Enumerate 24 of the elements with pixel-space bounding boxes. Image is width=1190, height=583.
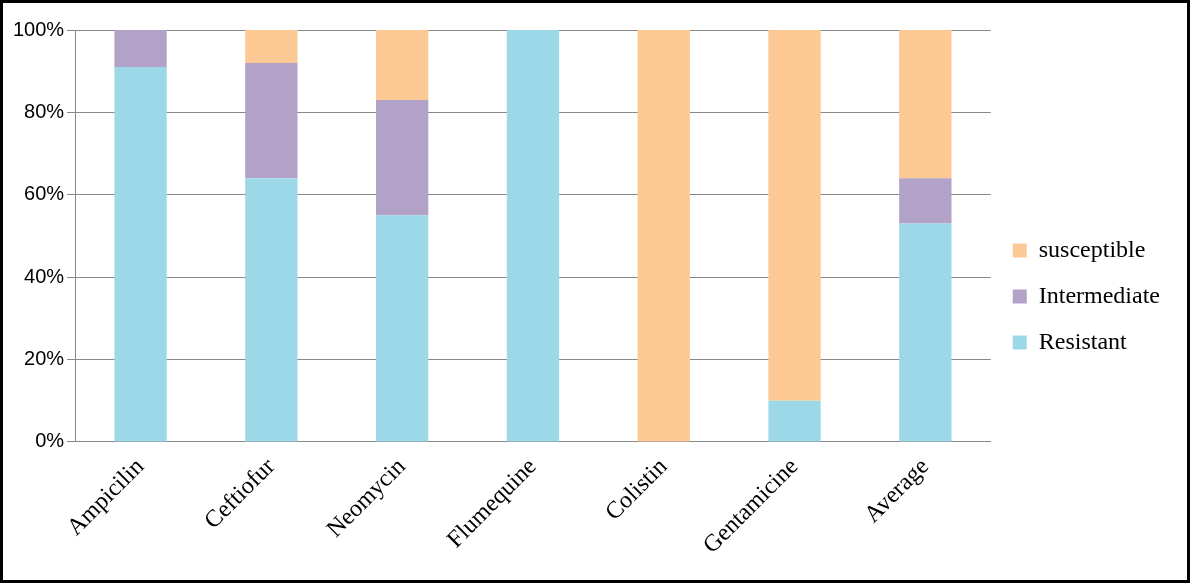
legend-label: susceptible (1038, 235, 1146, 262)
bar (375, 215, 429, 442)
y-tick-label: 40% (24, 264, 65, 287)
bar (114, 30, 167, 68)
legend-label: Resistant (1038, 327, 1128, 354)
bar (245, 62, 298, 179)
bar (899, 178, 952, 224)
bar (375, 30, 429, 101)
y-tick-label: 80% (24, 99, 65, 122)
y-tick-label: 100% (13, 17, 65, 40)
y-tick-label: 20% (24, 347, 65, 370)
bar (637, 30, 690, 442)
legend-label: Intermediate (1038, 281, 1160, 308)
bar (899, 223, 952, 442)
bar (245, 178, 298, 442)
bar (768, 400, 821, 442)
bar (375, 100, 429, 216)
bar (245, 30, 298, 63)
y-tick-label: 0% (35, 429, 65, 452)
y-tick-label: 60% (24, 182, 65, 205)
bar (768, 30, 821, 401)
bar (899, 30, 952, 179)
bar (114, 67, 167, 442)
bar (506, 30, 560, 442)
